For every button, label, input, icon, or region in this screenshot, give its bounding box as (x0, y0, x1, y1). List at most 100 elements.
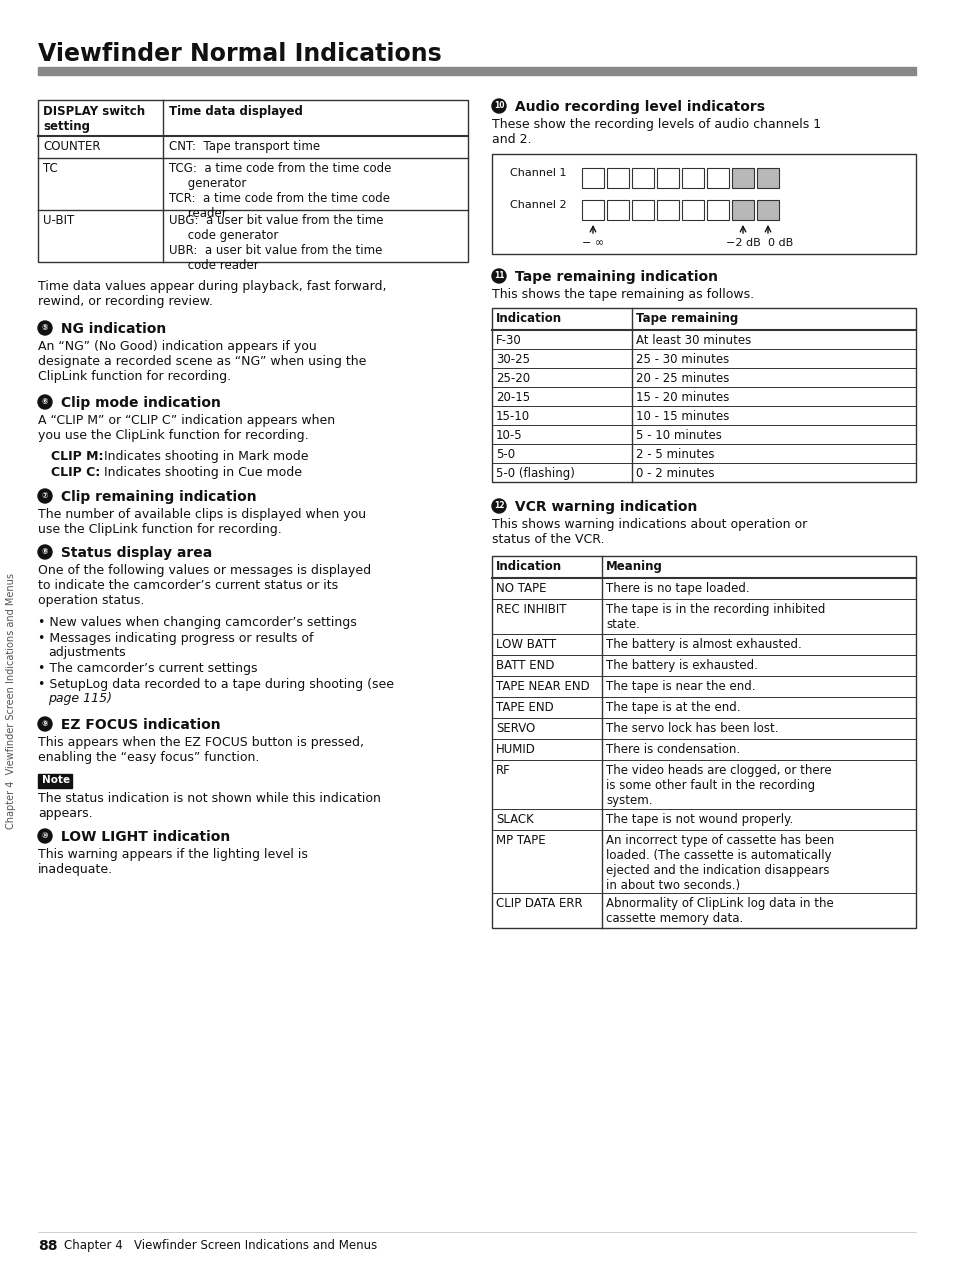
Text: Note: Note (42, 775, 71, 785)
Text: CLIP M:: CLIP M: (51, 450, 103, 462)
Text: There is condensation.: There is condensation. (605, 743, 740, 755)
Text: U-BIT: U-BIT (43, 214, 74, 227)
Bar (606, 168, 628, 189)
Text: TCG:  a time code from the time code
     generator
TCR:  a time code from the t: TCG: a time code from the time code gene… (169, 162, 391, 220)
Text: Abnormality of ClipLink log data in the
cassette memory data.: Abnormality of ClipLink log data in the … (605, 897, 833, 925)
Text: Channel 1: Channel 1 (510, 168, 566, 178)
Text: TAPE END: TAPE END (496, 701, 553, 713)
Text: ⑥: ⑥ (42, 397, 49, 406)
Text: 20-15: 20-15 (496, 391, 530, 404)
Text: The tape is at the end.: The tape is at the end. (605, 701, 740, 713)
Text: This appears when the EZ FOCUS button is pressed,
enabling the “easy focus” func: This appears when the EZ FOCUS button is… (38, 736, 364, 764)
Bar (757, 200, 779, 220)
Text: Indicates shooting in Mark mode: Indicates shooting in Mark mode (96, 450, 308, 462)
Text: The status indication is not shown while this indication
appears.: The status indication is not shown while… (38, 792, 380, 820)
Bar (681, 168, 703, 189)
Text: page 115): page 115) (48, 692, 112, 705)
Circle shape (38, 545, 52, 559)
Text: An “NG” (No Good) indication appears if you
designate a recorded scene as “NG” w: An “NG” (No Good) indication appears if … (38, 340, 366, 383)
Circle shape (492, 499, 505, 513)
Text: CLIP DATA ERR: CLIP DATA ERR (496, 897, 582, 910)
Text: CLIP C:: CLIP C: (51, 466, 100, 479)
Bar (606, 200, 628, 220)
Bar (631, 168, 654, 189)
Circle shape (492, 99, 505, 113)
Text: adjustments: adjustments (48, 646, 126, 659)
Text: ⑦: ⑦ (42, 492, 49, 501)
Bar (631, 200, 654, 220)
Text: 12: 12 (494, 502, 504, 511)
Text: Indication: Indication (496, 561, 561, 573)
Text: REC INHIBIT: REC INHIBIT (496, 603, 566, 617)
Text: The tape is in the recording inhibited
state.: The tape is in the recording inhibited s… (605, 603, 824, 631)
Bar (492, 555, 915, 927)
Text: Status display area: Status display area (56, 547, 212, 561)
Text: Clip mode indication: Clip mode indication (56, 396, 221, 410)
Text: • SetupLog data recorded to a tape during shooting (see: • SetupLog data recorded to a tape durin… (38, 678, 394, 691)
Text: The tape is not wound properly.: The tape is not wound properly. (605, 813, 792, 826)
Text: 10-5: 10-5 (496, 429, 522, 442)
Text: The servo lock has been lost.: The servo lock has been lost. (605, 722, 778, 735)
Text: An incorrect type of cassette has been
loaded. (The cassette is automatically
ej: An incorrect type of cassette has been l… (605, 834, 833, 892)
Text: 5-0: 5-0 (496, 448, 515, 461)
Text: 15 - 20 minutes: 15 - 20 minutes (636, 391, 729, 404)
Text: 88: 88 (38, 1240, 57, 1254)
Text: The battery is almost exhausted.: The battery is almost exhausted. (605, 638, 801, 651)
Bar (731, 200, 753, 220)
Text: VCR warning indication: VCR warning indication (510, 499, 697, 513)
Bar (706, 200, 728, 220)
Bar (731, 168, 753, 189)
Text: There is no tape loaded.: There is no tape loaded. (605, 582, 749, 595)
Text: LOW LIGHT indication: LOW LIGHT indication (56, 829, 230, 843)
Text: ⑨: ⑨ (42, 720, 49, 729)
Text: Chapter 4  Viewfinder Screen Indications and Menus: Chapter 4 Viewfinder Screen Indications … (7, 573, 16, 828)
Bar (38, 68, 915, 75)
Text: Time data values appear during playback, fast forward,
rewind, or recording revi: Time data values appear during playback,… (38, 280, 386, 308)
Text: The tape is near the end.: The tape is near the end. (605, 680, 755, 693)
Text: The video heads are clogged, or there
is some other fault in the recording
syste: The video heads are clogged, or there is… (605, 764, 831, 806)
Text: NO TAPE: NO TAPE (496, 582, 546, 595)
Circle shape (38, 395, 52, 409)
Text: 25 - 30 minutes: 25 - 30 minutes (636, 353, 728, 366)
Bar (581, 200, 603, 220)
Bar (657, 168, 679, 189)
Text: ⑧: ⑧ (42, 548, 49, 557)
Text: Chapter 4   Viewfinder Screen Indications and Menus: Chapter 4 Viewfinder Screen Indications … (64, 1240, 376, 1252)
Text: The number of available clips is displayed when you
use the ClipLink function fo: The number of available clips is display… (38, 508, 366, 536)
Bar (38, 99, 468, 262)
Text: NG indication: NG indication (56, 322, 166, 336)
Text: Time data displayed: Time data displayed (169, 104, 302, 118)
Text: SERVO: SERVO (496, 722, 535, 735)
Text: CNT:  Tape transport time: CNT: Tape transport time (169, 140, 320, 153)
Circle shape (38, 321, 52, 335)
Text: • The camcorder’s current settings: • The camcorder’s current settings (38, 662, 257, 675)
Text: F-30: F-30 (496, 334, 521, 347)
Text: • Messages indicating progress or results of: • Messages indicating progress or result… (38, 632, 314, 645)
Text: MP TAPE: MP TAPE (496, 834, 545, 847)
Text: Indicates shooting in Cue mode: Indicates shooting in Cue mode (96, 466, 302, 479)
Text: 5-0 (flashing): 5-0 (flashing) (496, 468, 575, 480)
Circle shape (492, 269, 505, 283)
Text: • New values when changing camcorder’s settings: • New values when changing camcorder’s s… (38, 617, 356, 629)
Text: BATT END: BATT END (496, 659, 554, 671)
Circle shape (38, 717, 52, 731)
Text: A “CLIP M” or “CLIP C” indication appears when
you use the ClipLink function for: A “CLIP M” or “CLIP C” indication appear… (38, 414, 335, 442)
Text: 0 dB: 0 dB (767, 238, 792, 248)
Text: 20 - 25 minutes: 20 - 25 minutes (636, 372, 729, 385)
Text: These show the recording levels of audio channels 1
and 2.: These show the recording levels of audio… (492, 118, 821, 147)
Text: Indication: Indication (496, 312, 561, 325)
Text: − ∞: − ∞ (581, 238, 603, 248)
Text: 2 - 5 minutes: 2 - 5 minutes (636, 448, 714, 461)
Text: TAPE NEAR END: TAPE NEAR END (496, 680, 589, 693)
Bar (657, 200, 679, 220)
Text: SLACK: SLACK (496, 813, 533, 826)
Circle shape (38, 829, 52, 843)
Text: Channel 2: Channel 2 (510, 200, 566, 210)
Circle shape (38, 489, 52, 503)
Text: HUMID: HUMID (496, 743, 536, 755)
Bar (757, 168, 779, 189)
Text: Tape remaining: Tape remaining (636, 312, 738, 325)
Bar (492, 308, 915, 482)
Text: EZ FOCUS indication: EZ FOCUS indication (56, 719, 220, 733)
Text: DISPLAY switch
setting: DISPLAY switch setting (43, 104, 145, 132)
